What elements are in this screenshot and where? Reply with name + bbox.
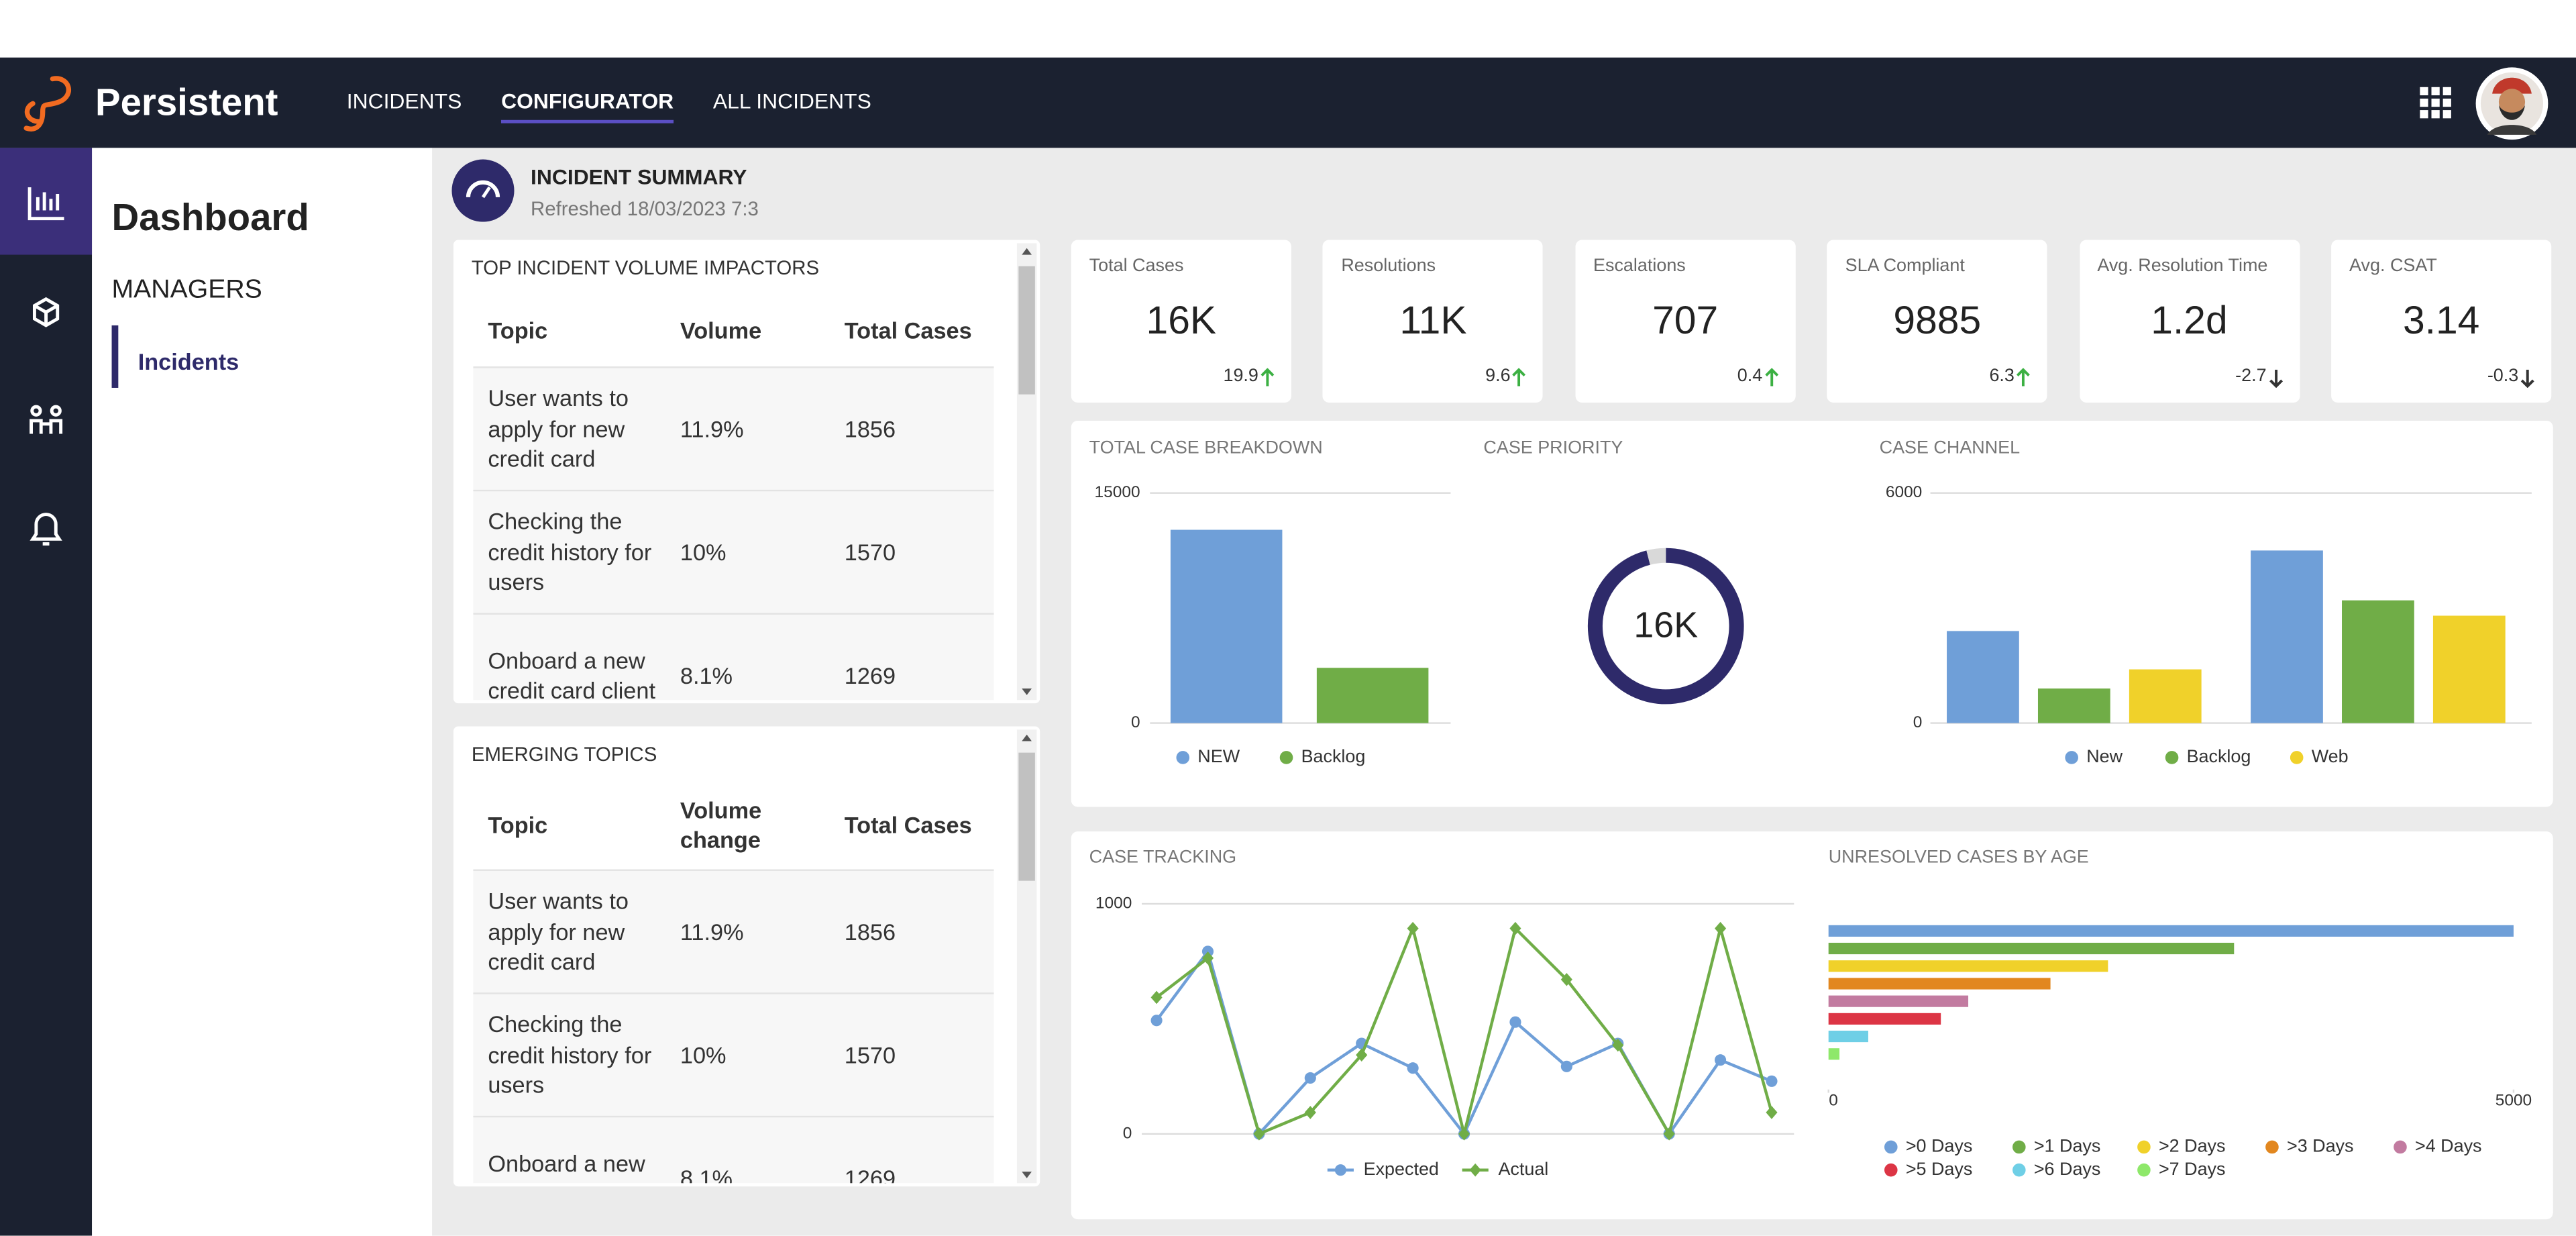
- table-row: Onboard a new credit card client 8.1% 1269: [473, 613, 994, 701]
- table-cell: 1570: [844, 538, 896, 565]
- summary-title: INCIDENT SUMMARY: [531, 164, 747, 189]
- kpi-value: 1.2d: [2151, 299, 2228, 344]
- summary-refreshed: Refreshed 18/03/2023 7:3: [531, 197, 759, 221]
- table-cell: 10%: [680, 1041, 727, 1068]
- table-title: EMERGING TOPICS: [471, 742, 657, 766]
- table-row: Onboard a new credit card client 8.1% 1269: [473, 1115, 994, 1184]
- table-cell: User wants to apply for new credit card: [488, 888, 629, 975]
- apps-icon[interactable]: [2418, 85, 2455, 121]
- kpi-delta: 0.4: [1737, 366, 1763, 387]
- scrollbar-thumb: [1018, 752, 1035, 881]
- table-header: Topic Volume Total Cases: [473, 294, 994, 366]
- kpi-delta: 6.3: [1989, 366, 2015, 387]
- kpi-label: Avg. Resolution Time: [2097, 256, 2268, 276]
- kpi-value: 9885: [1893, 299, 1982, 344]
- logo-icon: [23, 76, 71, 132]
- kpi-label: Resolutions: [1341, 256, 1436, 276]
- sidebar-item[interactable]: Incidents: [138, 348, 239, 375]
- column-header: Total Cases: [844, 811, 972, 838]
- table-cell: Onboard a new credit card client: [488, 1149, 655, 1183]
- kpi-label: SLA Compliant: [1845, 256, 1965, 276]
- table-cell: 1269: [844, 1164, 896, 1184]
- nav-item[interactable]: ALL INCIDENTS: [712, 89, 871, 113]
- kpi-card: Avg. CSAT 3.14 -0.3: [2331, 240, 2552, 403]
- table-header: Topic Volume change Total Cases: [473, 780, 994, 869]
- scrollbar: [1016, 243, 1037, 701]
- table-cell: 1856: [844, 918, 896, 945]
- kpi-card: SLA Compliant 9885 6.3: [1827, 240, 2047, 403]
- column-header: Topic: [488, 317, 548, 344]
- table-title: TOP INCIDENT VOLUME IMPACTORS: [471, 256, 820, 280]
- nav-item[interactable]: INCIDENTS: [346, 89, 462, 113]
- kpi-delta: -2.7: [2235, 366, 2267, 387]
- scrollbar: [1016, 729, 1037, 1184]
- chart-card: [1071, 831, 2553, 1220]
- kpi-delta: 19.9: [1223, 366, 1258, 387]
- table-row: Checking the credit history for users 10%…: [473, 489, 994, 613]
- kpi-label: Escalations: [1593, 256, 1686, 276]
- table-cell: 1570: [844, 1041, 896, 1068]
- kpi-card: Avg. Resolution Time 1.2d -2.7: [2079, 240, 2300, 403]
- nav-menu: INCIDENTS CONFIGURATOR ALL INCIDENTS: [347, 89, 871, 123]
- navbar: [0, 57, 2576, 148]
- rail-icons[interactable]: [0, 148, 92, 575]
- column-header: Volume change: [680, 796, 762, 854]
- kpi-trend-arrow: [2520, 370, 2534, 388]
- kpi-trend-arrow: [2017, 368, 2031, 387]
- kpi-card: Escalations 707 0.4: [1575, 240, 1796, 403]
- table-cell: 10%: [680, 538, 727, 565]
- column-header: Topic: [488, 811, 548, 838]
- kpi-value: 3.14: [2402, 299, 2480, 344]
- table-cell: 8.1%: [680, 662, 733, 688]
- table-row: User wants to apply for new credit card 1…: [473, 869, 994, 993]
- sidebar-active-bar: [111, 325, 119, 388]
- kpi-trend-arrow: [1513, 368, 1526, 387]
- table-cell: 11.9%: [680, 918, 744, 945]
- table-row: Checking the credit history for users 10%…: [473, 992, 994, 1116]
- kpi-trend-arrow: [2269, 370, 2283, 388]
- table-cell: 8.1%: [680, 1164, 733, 1184]
- table-cell: Checking the credit history for users: [488, 1011, 652, 1098]
- table-cell: 11.9%: [680, 415, 744, 442]
- kpi-delta: -0.3: [2487, 366, 2519, 387]
- sidebar: [92, 148, 433, 1236]
- chart-card: [1071, 420, 2553, 807]
- table-cell: Onboard a new credit card client: [488, 646, 655, 701]
- scrollbar-arrows: [1022, 248, 1032, 695]
- kpi-trend-arrow: [1764, 368, 1778, 387]
- brand: Persistent: [95, 81, 278, 123]
- table-cell: 1856: [844, 415, 896, 442]
- table-card: TOP INCIDENT VOLUME IMPACTORS Topic Volume…: [453, 240, 1040, 704]
- table-card: EMERGING TOPICS Topic Volume change Total C…: [453, 726, 1040, 1187]
- column-header: Total Cases: [844, 317, 972, 344]
- scrollbar-thumb: [1018, 266, 1035, 395]
- kpi-value: 11K: [1399, 299, 1467, 344]
- table-cell: 1269: [844, 662, 896, 688]
- kpi-value: 16K: [1146, 299, 1217, 344]
- icon-rail: [0, 148, 93, 1236]
- table-cell: Checking the credit history for users: [488, 508, 652, 596]
- kpi-card: Resolutions 11K 9.6: [1323, 240, 1544, 403]
- kpi-delta: 9.6: [1485, 366, 1511, 387]
- kpi-card: Total Cases 16K 19.9: [1071, 240, 1291, 403]
- table-row: User wants to apply for new credit card 1…: [473, 366, 994, 490]
- summary-icon: [451, 159, 515, 222]
- table-cell: User wants to apply for new credit card: [488, 384, 629, 472]
- scrollbar-arrows: [1022, 734, 1032, 1178]
- kpi-label: Avg. CSAT: [2349, 256, 2437, 276]
- nav-item[interactable]: CONFIGURATOR: [501, 89, 674, 123]
- kpi-trend-arrow: [1260, 368, 1275, 387]
- kpi-value: 707: [1652, 299, 1719, 344]
- kpi-label: Total Cases: [1089, 256, 1184, 276]
- sidebar-title: Dashboard: [111, 195, 309, 239]
- column-header: Volume: [680, 317, 762, 344]
- table: Topic Volume Total Cases User wants to appl…: [473, 294, 994, 701]
- avatar[interactable]: [2474, 66, 2550, 142]
- sidebar-section: MANAGERS: [111, 276, 262, 305]
- table: Topic Volume change Total Cases User wants …: [473, 780, 994, 1184]
